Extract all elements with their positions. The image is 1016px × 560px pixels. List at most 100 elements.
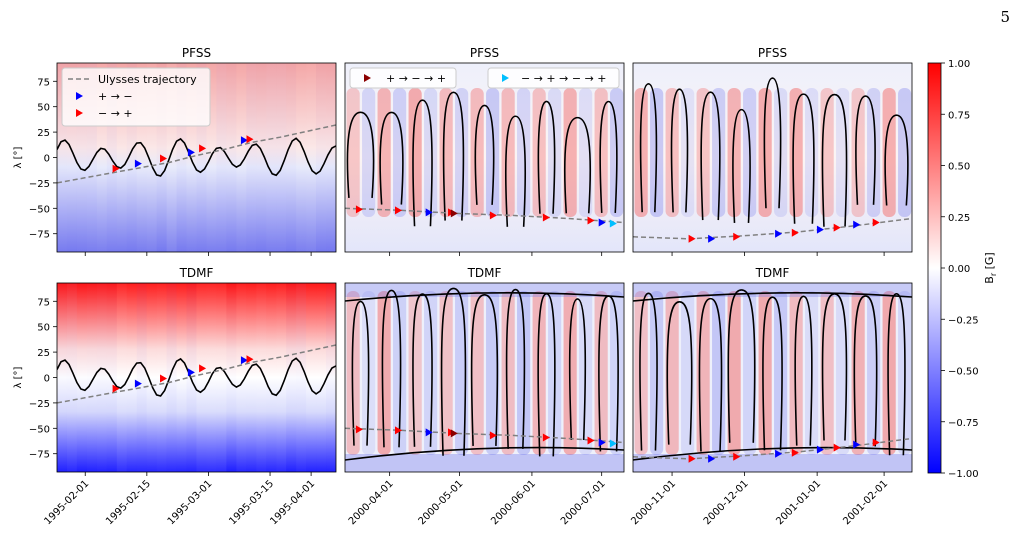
y-tick-label: 25 <box>37 128 50 139</box>
neutral-line-contour <box>821 93 848 227</box>
crossing-marker-mp <box>733 232 741 241</box>
crossing-marker-mp <box>542 213 550 222</box>
y-tick-label: 75 <box>37 77 50 88</box>
colorbar-tick-label: 0.50 <box>948 162 970 173</box>
crossing-marker-pm <box>425 428 433 437</box>
x-tick-label: 1995-02-15 <box>104 478 153 527</box>
crossing-marker-pm <box>187 368 195 377</box>
y-axis-label: λ [°] <box>13 146 24 168</box>
crossing-marker-mp <box>833 443 841 452</box>
crossing-marker-mp <box>199 144 207 153</box>
crossing-marker-pmp <box>450 429 458 438</box>
crossing-marker-mp <box>199 364 207 373</box>
crossing-marker-mp <box>733 452 741 461</box>
y-axis-label: λ [°] <box>13 366 24 388</box>
legend-box <box>349 67 457 89</box>
neutral-line-contour <box>639 83 658 213</box>
legend-box <box>61 67 211 127</box>
legend-mpmp-label: − → + → − → + <box>521 72 607 85</box>
field-image <box>57 283 336 472</box>
y-tick-label: 75 <box>37 297 50 308</box>
legend-box <box>487 67 620 89</box>
crossing-marker-pm <box>240 356 248 365</box>
crossing-marker-mp <box>112 384 120 393</box>
panel-title: TDMF <box>467 266 502 280</box>
crossing-marker-pm <box>240 136 248 145</box>
field-image <box>345 283 624 472</box>
crossing-marker-mp <box>246 135 254 144</box>
colorbar-tick-label: −1.00 <box>948 469 979 480</box>
colorbar: Br [G] 1.00 0.75 0.50 0.25 0.00 −0.25 −0.50 −0.… <box>927 59 998 480</box>
panel-tdmf-2: TDMF 2000-04-01 2000-05-01 2000-06-01 2000-0… <box>344 266 625 527</box>
crossing-marker-mp <box>872 218 880 227</box>
crossing-marker-pm <box>775 449 783 458</box>
neutral-line-contour <box>762 296 783 451</box>
crossing-marker-mpmp <box>609 219 617 228</box>
y-tick-label: −25 <box>29 179 50 190</box>
axes-frame <box>632 62 913 253</box>
crossing-marker-mp <box>833 223 841 232</box>
neutral-line-contour <box>412 293 433 447</box>
neutral-line-contour <box>474 104 495 205</box>
crossing-marker-pm <box>775 229 783 238</box>
x-tick-label: 2000-04-01 <box>347 478 396 527</box>
ulysses-trajectory <box>345 427 624 444</box>
panel-pfss-1: PFSS −75 −50 −25 0 25 50 75 λ [°] <box>13 46 337 256</box>
panel-tdmf-3: TDMF 2000-11-01 2000-12-01 2001-01-01 2001-0… <box>629 266 913 527</box>
crossing-marker-pm <box>598 438 606 447</box>
field-image <box>633 63 912 252</box>
crossing-marker-mp <box>587 436 595 445</box>
legend-pmp-swatch <box>364 74 371 82</box>
colorbar-label: Br [G] <box>983 252 998 283</box>
panel-tdmf-1: TDMF −75 −50 −25 0 25 50 75 λ [°] 1995-02-01 1995-… <box>13 266 337 527</box>
neutral-line-contour <box>887 292 906 456</box>
neutral-line-contour <box>639 292 658 451</box>
field-image <box>345 63 624 252</box>
crossing-marker-pm <box>598 218 606 227</box>
crossing-marker-mp <box>355 205 363 214</box>
crossing-marker-pm <box>708 234 716 243</box>
crossing-marker-mp <box>872 438 880 447</box>
crossing-marker-pm <box>853 440 861 449</box>
y-tick-label: −50 <box>29 204 50 215</box>
neutral-line-contour <box>345 446 624 461</box>
axes-frame <box>632 282 913 473</box>
y-tick-label: −50 <box>29 424 50 435</box>
x-tick-label: 1995-02-01 <box>42 478 91 527</box>
neutral-line-contour <box>794 295 813 446</box>
neutral-line-contour <box>57 357 336 397</box>
neutral-line-contour <box>440 287 467 456</box>
legend-pmp-label: + → − → + <box>386 72 446 85</box>
x-tick-label: 2000-11-01 <box>629 478 678 527</box>
crossing-marker-mp <box>489 211 497 220</box>
crossing-marker-mp <box>160 154 168 163</box>
neutral-line-contour <box>855 95 876 205</box>
crossing-marker-mp <box>112 164 120 173</box>
neutral-line-contour <box>568 298 587 441</box>
legend-mp-swatch <box>76 109 83 117</box>
neutral-line-contour <box>505 288 526 449</box>
neutral-line-contour <box>351 300 370 446</box>
neutral-line-contour <box>853 295 878 447</box>
x-tick-label: 2001-02-01 <box>841 478 890 527</box>
neutral-line-contour <box>412 99 433 227</box>
y-tick-label: 0 <box>44 154 50 165</box>
neutral-line-contour <box>700 91 721 221</box>
crossing-marker-pm <box>134 379 142 388</box>
panel-title: PFSS <box>758 46 787 60</box>
colorbar-tick-label: 0.25 <box>948 213 970 224</box>
x-tick-label: 2000-05-01 <box>417 478 466 527</box>
legend-mid-a: + → − → + <box>349 67 457 89</box>
colorbar-tick-label: −0.75 <box>948 418 979 429</box>
crossing-marker-mp <box>688 234 696 243</box>
neutral-line-contour <box>633 292 912 302</box>
crossing-marker-mp <box>489 431 497 440</box>
panel-title: TDMF <box>179 266 214 280</box>
neutral-line-contour <box>732 108 751 223</box>
legend-pm-label: + → − <box>98 90 133 103</box>
legend-left: Ulysses trajectory + → − − → + <box>61 67 211 127</box>
field-image <box>57 63 336 252</box>
x-tick-label: 2000-12-01 <box>702 478 751 527</box>
crossing-marker-pm <box>187 148 195 157</box>
